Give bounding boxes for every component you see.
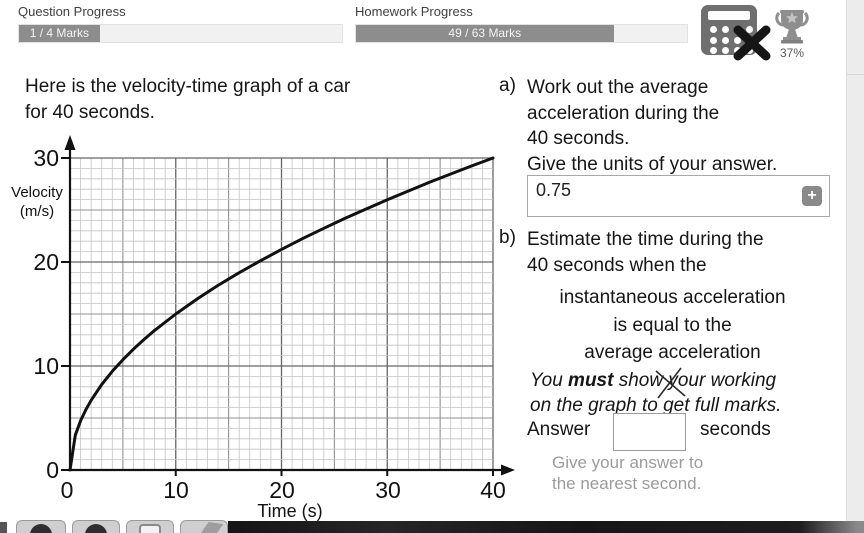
- taskbar-app-button-3[interactable]: [126, 520, 174, 533]
- taskbar-edge-fragment: [0, 522, 7, 533]
- app-icon-4: [198, 521, 224, 533]
- question-intro: Here is the velocity-time graph of a car…: [25, 76, 351, 123]
- taskbar-dark-region[interactable]: [228, 521, 864, 533]
- working-note-line2: on the graph to get full marks.: [530, 395, 782, 416]
- x-tick-30: 30: [375, 477, 401, 503]
- y-axis-title: Velocity (m/s): [11, 184, 63, 220]
- taskbar-app-button-4[interactable]: [180, 520, 228, 533]
- question-progress-bar: 1 / 4 Marks: [18, 24, 343, 43]
- part-a-answer-field: +: [527, 175, 830, 217]
- question-progress-label: Question Progress: [18, 4, 126, 19]
- part-b-prefix: b): [499, 227, 516, 248]
- x-tick-40: 40: [480, 477, 506, 503]
- note-rest: show your working: [613, 370, 777, 391]
- cross-mark-annotation: [655, 367, 686, 399]
- x-tick-20: 20: [269, 477, 295, 503]
- taskbar-app-button-2[interactable]: [72, 520, 120, 533]
- working-note-line1: You must show your working: [530, 368, 860, 393]
- part-b-units-label: seconds: [700, 419, 771, 440]
- y-tick-10: 10: [33, 353, 59, 379]
- part-b-answer-field: [613, 413, 686, 451]
- cross-icon: [733, 25, 771, 61]
- homework-progress-fill: 49 / 63 Marks: [356, 25, 614, 42]
- scrollbar-track[interactable]: [846, 0, 864, 533]
- note-you: You: [530, 370, 569, 391]
- answer-hint: Give your answer to the nearest second.: [552, 453, 704, 493]
- x-tick-0: 0: [60, 477, 74, 503]
- part-a-answer-input[interactable]: [528, 176, 829, 216]
- app-icon-1: [30, 524, 52, 533]
- trophy-icon: [775, 10, 809, 44]
- app-icon-2: [85, 524, 107, 533]
- app-icon-3: [139, 524, 161, 533]
- star-icon: [786, 12, 798, 24]
- question-progress-fill: 1 / 4 Marks: [19, 25, 100, 42]
- homework-progress-label: Homework Progress: [355, 4, 473, 19]
- velocity-time-graph[interactable]: [0, 130, 540, 530]
- y-tick-20: 20: [33, 249, 59, 275]
- y-tick-0: 0: [46, 457, 59, 483]
- add-answer-button[interactable]: +: [802, 186, 822, 206]
- homework-progress-bar: 49 / 63 Marks: [355, 24, 688, 43]
- note-must: must: [568, 370, 614, 391]
- part-b-answer-input[interactable]: [614, 414, 685, 450]
- x-axis-title: Time (s): [257, 501, 323, 521]
- trophy-percent: 37%: [779, 46, 805, 60]
- velocity-curve: [68, 156, 495, 472]
- part-a-prefix: a): [499, 75, 516, 96]
- taskbar: [0, 520, 864, 533]
- calculator-screen: [708, 11, 750, 20]
- scrollbar-divider: [847, 74, 864, 75]
- no-calculator-icon: [701, 5, 771, 61]
- part-b-text: Estimate the time during the 40 seconds …: [527, 229, 764, 276]
- part-b-answer-label: Answer: [527, 419, 591, 440]
- y-tick-30: 30: [33, 145, 59, 171]
- x-tick-10: 10: [163, 477, 189, 503]
- part-b-centered-text: instantaneous acceleration is equal to t…: [559, 287, 786, 363]
- part-a-text: Work out the average acceleration during…: [527, 77, 778, 175]
- taskbar-app-button-1[interactable]: [16, 520, 66, 533]
